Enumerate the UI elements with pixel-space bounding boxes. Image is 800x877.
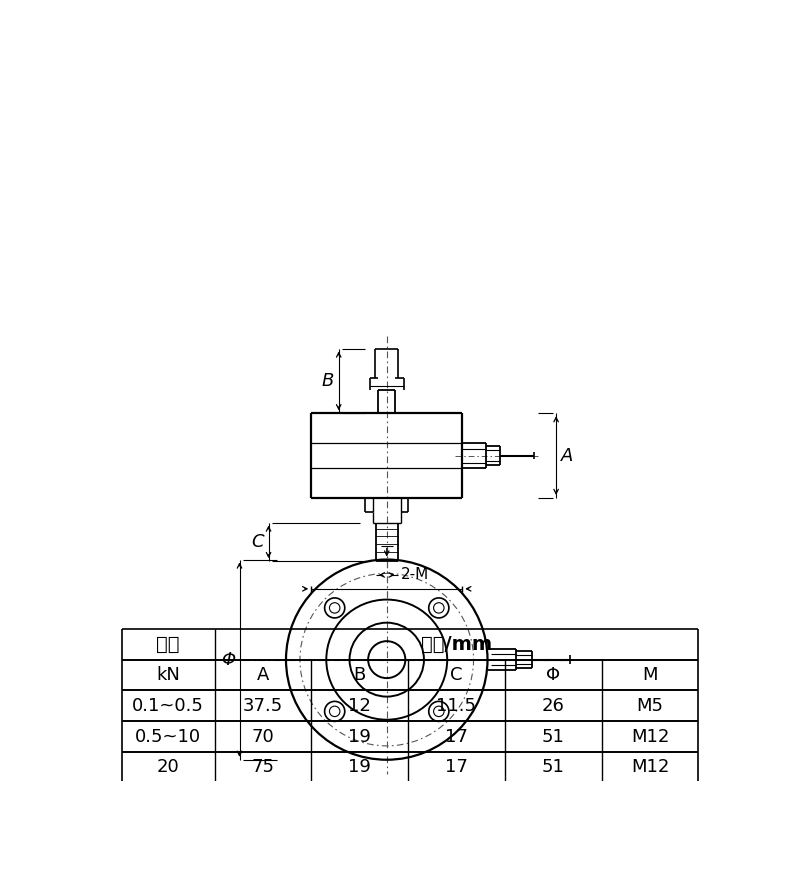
Text: A: A xyxy=(257,666,270,684)
Text: M: M xyxy=(642,666,658,684)
Text: B: B xyxy=(354,666,366,684)
Text: 尺寸/mm: 尺寸/mm xyxy=(421,635,492,653)
Text: Φ: Φ xyxy=(546,666,560,684)
Text: 37.5: 37.5 xyxy=(243,697,283,715)
Text: M12: M12 xyxy=(630,759,669,776)
Text: kN: kN xyxy=(156,666,180,684)
Text: 12: 12 xyxy=(348,697,371,715)
Text: 0.5~10: 0.5~10 xyxy=(135,728,202,745)
Text: 量程: 量程 xyxy=(157,635,180,653)
Text: 51: 51 xyxy=(542,728,565,745)
Text: A: A xyxy=(561,446,573,465)
Text: M12: M12 xyxy=(630,728,669,745)
Text: 20: 20 xyxy=(157,759,179,776)
Text: C: C xyxy=(450,666,462,684)
Text: C: C xyxy=(251,533,264,551)
Text: 51: 51 xyxy=(542,759,565,776)
Text: 2-M: 2-M xyxy=(401,567,429,582)
Text: 17: 17 xyxy=(445,728,468,745)
Text: 17: 17 xyxy=(445,759,468,776)
Text: Φ: Φ xyxy=(222,651,236,668)
Text: 11.5: 11.5 xyxy=(437,697,477,715)
Text: 75: 75 xyxy=(251,759,274,776)
Text: 0.1~0.5: 0.1~0.5 xyxy=(132,697,204,715)
Text: 19: 19 xyxy=(348,728,371,745)
Text: 19: 19 xyxy=(348,759,371,776)
Text: 26: 26 xyxy=(542,697,565,715)
Text: 70: 70 xyxy=(252,728,274,745)
Text: M5: M5 xyxy=(637,697,663,715)
Text: B: B xyxy=(322,372,334,390)
